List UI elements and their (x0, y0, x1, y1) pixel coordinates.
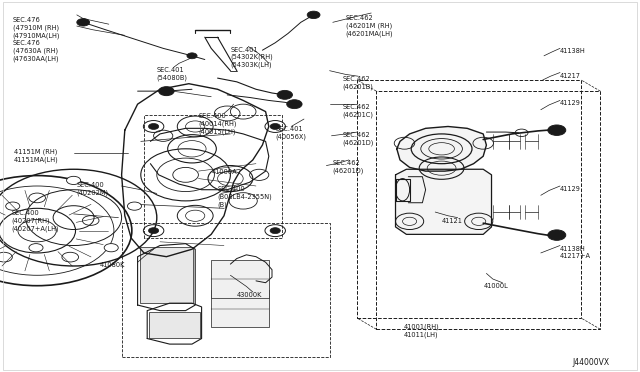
Text: SEC.400
(40014(RH)
(40015(LH): SEC.400 (40014(RH) (40015(LH) (198, 113, 237, 135)
Text: SEC.400
(40202M): SEC.400 (40202M) (77, 182, 109, 196)
Circle shape (148, 228, 159, 234)
Text: SEC.401
(54302K(RH)
(54303K(LH): SEC.401 (54302K(RH) (54303K(LH) (230, 46, 273, 68)
Bar (149, 312, 200, 338)
Text: 41000A: 41000A (211, 169, 237, 175)
Text: SEC.462
(46201D): SEC.462 (46201D) (342, 132, 374, 146)
Circle shape (548, 125, 566, 135)
Circle shape (270, 124, 280, 129)
Circle shape (77, 19, 90, 26)
Text: 41138H: 41138H (560, 48, 586, 54)
Circle shape (548, 230, 566, 240)
Bar (211, 260, 269, 298)
Circle shape (104, 244, 118, 252)
Circle shape (159, 87, 174, 96)
Text: SEC.462
(46201B): SEC.462 (46201B) (342, 76, 373, 90)
Circle shape (277, 90, 292, 99)
Text: 41001(RH)
41011(LH): 41001(RH) 41011(LH) (403, 324, 439, 338)
Text: SEC.401
(40056X): SEC.401 (40056X) (275, 126, 306, 141)
Circle shape (6, 202, 20, 210)
Text: SEC.476
(47910M (RH)
(47910MA(LH)
SEC.476
(47630A (RH)
(47630AA(LH): SEC.476 (47910M (RH) (47910MA(LH) SEC.47… (13, 17, 60, 62)
Text: 41121: 41121 (442, 218, 463, 224)
Circle shape (307, 11, 320, 19)
Text: 41217: 41217 (560, 73, 581, 78)
Text: SEC.401
(54080B): SEC.401 (54080B) (157, 67, 188, 81)
Circle shape (127, 202, 141, 210)
Circle shape (187, 53, 197, 59)
Text: SEC.462
(46201C): SEC.462 (46201C) (342, 104, 373, 118)
Text: 41129: 41129 (560, 100, 581, 106)
Bar (211, 290, 269, 327)
Text: 41138H
41217+A: 41138H 41217+A (560, 246, 591, 259)
Text: 43000K: 43000K (237, 292, 262, 298)
Text: SEC.400
(40207(RH)
(40207+A(LH): SEC.400 (40207(RH) (40207+A(LH) (12, 210, 59, 232)
Circle shape (287, 100, 302, 109)
Bar (376, 91, 600, 329)
Circle shape (67, 176, 81, 185)
Bar (357, 80, 581, 318)
Text: SEC.462
(46201D): SEC.462 (46201D) (333, 160, 364, 174)
Text: 41129: 41129 (560, 186, 581, 192)
Text: SEC.400
(B08LB4-2355N)
(B): SEC.400 (B08LB4-2355N) (B) (218, 186, 273, 208)
Polygon shape (397, 126, 486, 171)
Text: 41151M (RH)
41151MA(LH): 41151M (RH) 41151MA(LH) (14, 149, 59, 163)
Bar (122, 223, 330, 357)
Bar (140, 247, 193, 303)
Circle shape (148, 124, 159, 129)
Text: 41000L: 41000L (483, 283, 508, 289)
Text: SEC.462
(46201M (RH)
(46201MA(LH): SEC.462 (46201M (RH) (46201MA(LH) (346, 15, 393, 37)
Polygon shape (396, 169, 492, 234)
Text: J44000VX: J44000VX (573, 358, 610, 367)
Circle shape (29, 244, 43, 252)
Text: 41080K: 41080K (99, 262, 125, 268)
Circle shape (270, 228, 280, 234)
